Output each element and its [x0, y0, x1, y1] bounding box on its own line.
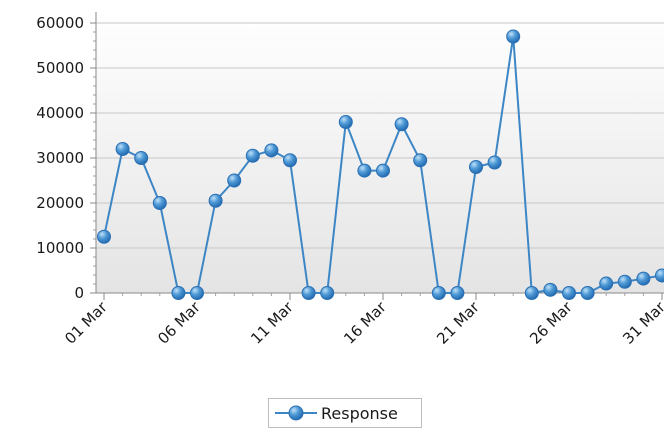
x-tick-label: 21 Mar [433, 298, 483, 348]
data-point [395, 118, 408, 131]
data-point [265, 144, 278, 157]
legend-label: Response [321, 404, 398, 423]
data-point [302, 287, 315, 300]
data-point [488, 156, 501, 169]
x-tick-label: 26 Mar [526, 298, 576, 348]
data-point [470, 161, 483, 174]
legend: Response [268, 398, 422, 428]
data-point [600, 277, 613, 290]
data-point [414, 154, 427, 167]
y-tick-label: 30000 [36, 149, 84, 167]
data-point [246, 149, 259, 162]
x-tick-label: 16 Mar [340, 298, 390, 348]
data-point [358, 164, 371, 177]
data-point [507, 30, 520, 43]
data-point [544, 283, 557, 296]
data-point [581, 287, 594, 300]
data-point [135, 152, 148, 165]
data-point [637, 272, 650, 285]
data-point [525, 287, 538, 300]
y-tick-label: 20000 [36, 194, 84, 212]
x-tick-label: 11 Mar [247, 298, 297, 348]
y-tick-label: 60000 [36, 14, 84, 32]
data-point [98, 230, 111, 243]
data-point [377, 164, 390, 177]
x-tick-label: 06 Mar [154, 298, 204, 348]
data-point [339, 116, 352, 129]
y-tick-label: 0 [74, 284, 84, 302]
data-point [228, 174, 241, 187]
y-tick-label: 40000 [36, 104, 84, 122]
data-point [432, 287, 445, 300]
legend-marker-icon [275, 403, 317, 423]
data-point [153, 197, 166, 210]
x-tick-label: 31 Mar [619, 298, 664, 348]
data-point [656, 269, 664, 282]
data-point [618, 275, 631, 288]
data-point [191, 287, 204, 300]
plot-area [96, 12, 664, 293]
data-point [451, 287, 464, 300]
data-point [209, 194, 222, 207]
x-tick-label: 01 Mar [61, 298, 111, 348]
data-point [563, 287, 576, 300]
data-point [116, 143, 129, 156]
data-point [284, 154, 297, 167]
y-tick-label: 50000 [36, 59, 84, 77]
data-point [172, 287, 185, 300]
data-point [321, 287, 334, 300]
y-tick-label: 10000 [36, 239, 84, 257]
